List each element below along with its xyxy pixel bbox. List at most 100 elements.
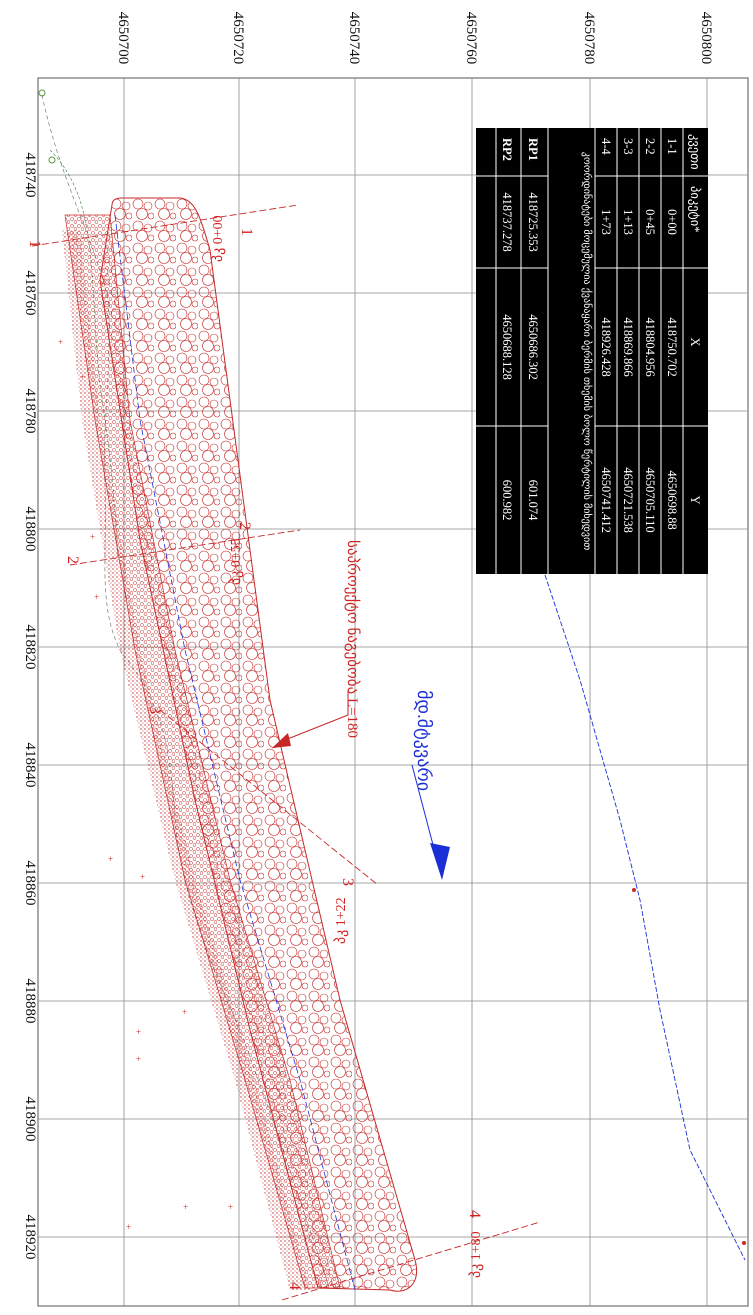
- table-row: 2-2 0+45 418804.956 4650705.110: [643, 138, 657, 533]
- table-background: [476, 128, 708, 574]
- picket-label-0-55: პკ 0+55: [228, 538, 244, 585]
- survey-point-2: +: [140, 872, 145, 882]
- table-header-row: კვეთი პიკეტი* X Y: [687, 134, 702, 505]
- table-header: Y: [688, 495, 702, 504]
- section-number-2a: 2: [236, 522, 253, 530]
- picket-label-1-22: პკ 1+22: [333, 897, 349, 944]
- section-line-4: [281, 1221, 541, 1301]
- table-cell: 4-4: [599, 138, 613, 155]
- bank-point-2: [48, 156, 56, 164]
- design-label-arrowhead: [272, 733, 291, 748]
- survey-point-8: +: [126, 1222, 131, 1232]
- x-label-3: 418800: [22, 507, 38, 552]
- table-cell: 0+45: [643, 209, 657, 235]
- table-cell: 0+00: [665, 209, 679, 235]
- picket-labels: პკ 0+00 პკ 0+55 პკ 1+22 პკ 1+80: [210, 215, 484, 1278]
- table-cell: RP2: [500, 138, 514, 161]
- bank-point-1: [38, 89, 46, 97]
- survey-point-5: +: [136, 1054, 141, 1064]
- y-label-5: 4650800: [698, 12, 714, 65]
- riprap-body: [99, 197, 418, 1292]
- design-structure: [62, 197, 418, 1292]
- table-cell: 600.982: [500, 480, 514, 521]
- survey-point-11: +: [90, 532, 95, 542]
- table-cell: 4650721.538: [621, 467, 635, 533]
- survey-point-3: +: [182, 1007, 187, 1017]
- x-label-4: 418820: [22, 625, 38, 670]
- y-label-1: 4650720: [230, 12, 246, 65]
- table-row: 1-1 0+00 418750.702 4650698.88: [665, 138, 679, 530]
- survey-point-12: +: [94, 592, 99, 602]
- x-label-7: 418880: [22, 979, 38, 1024]
- table-cell: RP1: [526, 138, 540, 161]
- flow-arrow-head: [430, 843, 450, 880]
- table-cell: 418725.353: [526, 192, 540, 251]
- section-number-4a: 4: [466, 1210, 483, 1218]
- survey-point-9: +: [58, 337, 63, 347]
- riprap-filter-layer: [62, 230, 310, 1290]
- section-number-4b: 4: [286, 1282, 303, 1290]
- table-header: X: [688, 337, 702, 346]
- table-cell: 418926.428: [599, 317, 613, 376]
- y-label-4: 4650780: [581, 12, 597, 65]
- bank-points: [38, 89, 56, 164]
- section-numbers: 1 1 2 2 3 3 4 4: [26, 228, 483, 1290]
- y-label-0: 4650700: [115, 12, 131, 65]
- table-cell: 601.074: [526, 480, 540, 521]
- table-cell: 4650705.110: [643, 467, 657, 532]
- survey-point-7: +: [183, 1202, 188, 1212]
- x-label-9: 418920: [22, 1215, 38, 1260]
- picket-label-1-80: პკ 1+80: [468, 1231, 484, 1278]
- table-rp-row: RP2 418737.278 4650688.128 600.982: [500, 138, 514, 520]
- coordinates-table: კვეთი პიკეტი* X Y 1-1 0+00 418750.702 46…: [476, 128, 708, 574]
- river-edge-line: [544, 574, 746, 1261]
- table-cell: 418869.866: [621, 317, 635, 376]
- section-number-1a: 1: [238, 228, 255, 236]
- table-row: 3-3 1+13 418869.866 4650721.538: [621, 138, 635, 533]
- x-label-2: 418780: [22, 389, 38, 434]
- table-cell: 418737.278: [500, 192, 514, 251]
- table-row: 4-4 1+73 418926.428 4650741.412: [599, 138, 613, 533]
- x-label-5: 418840: [22, 743, 38, 788]
- river-name-label: მდ.მტკვარი: [413, 690, 434, 791]
- x-label-8: 418900: [22, 1097, 38, 1142]
- table-cell: 1+13: [621, 209, 635, 235]
- y-label-2: 4650740: [346, 12, 362, 65]
- x-label-6: 418860: [22, 861, 38, 906]
- section-line-3: [159, 709, 379, 886]
- table-cell: 4650698.88: [665, 470, 679, 529]
- design-structure-label: საპროექტო ნაგებობა L=180: [344, 540, 361, 738]
- table-cell: 2-2: [643, 138, 657, 155]
- picket-label-0-00: პკ 0+00: [210, 215, 226, 262]
- section-line-2: [69, 529, 301, 566]
- table-rp-row: RP1 418725.353 4650686.302 601.074: [526, 138, 540, 521]
- table-cell: 418750.702: [665, 317, 679, 376]
- survey-point-10: +: [80, 372, 85, 382]
- table-cell: 418804.956: [643, 317, 657, 376]
- section-lines: [31, 204, 541, 1301]
- table-header: კვეთი: [687, 134, 702, 170]
- section-number-3a: 3: [339, 878, 356, 886]
- table-note-box: კოორდინატები მოცემულია ქვანაყარი ბერმის …: [581, 151, 592, 551]
- river-point-1: [632, 888, 636, 892]
- structure-axis-line: [114, 214, 356, 1291]
- table-note: კოორდინატები მოცემულია ქვანაყარი ბერმის …: [581, 151, 592, 551]
- x-axis-labels: 418740 418760 418780 418800 418820 41884…: [22, 153, 38, 1260]
- section-number-2b: 2: [64, 556, 81, 564]
- section-number-3b: 3: [146, 706, 163, 714]
- section-number-1b: 1: [26, 240, 43, 248]
- table-cell: 1+73: [599, 209, 613, 235]
- table-cell: 1-1: [665, 138, 679, 155]
- table-cell: 4650741.412: [599, 467, 613, 533]
- table-header: პიკეტი*: [687, 186, 702, 232]
- x-label-1: 418760: [22, 271, 38, 316]
- y-axis-labels: 4650700 4650720 4650740 4650760 4650780 …: [115, 12, 714, 65]
- drawing-frame: [37, 77, 749, 1307]
- design-label-leader: [284, 690, 349, 741]
- table-cell: 4650688.128: [500, 314, 514, 380]
- survey-points: + + + + + + + + + + + +: [58, 337, 233, 1232]
- x-label-0: 418740: [22, 153, 38, 198]
- survey-point-1: +: [108, 854, 113, 864]
- survey-point-4: +: [136, 1027, 141, 1037]
